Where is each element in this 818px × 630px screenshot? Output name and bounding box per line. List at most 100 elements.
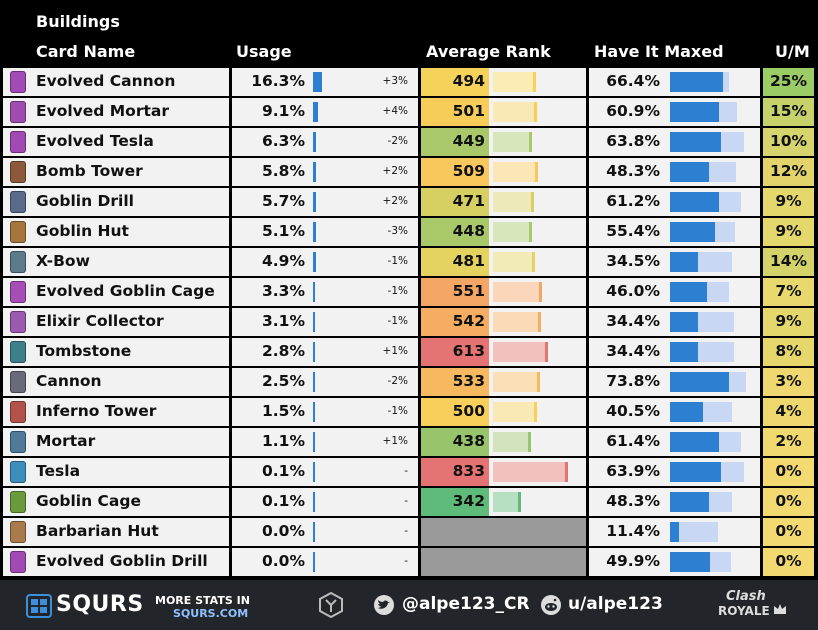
usage-delta: - — [404, 465, 408, 477]
table-row[interactable]: Goblin Hut 5.1% -3% 448 55.4% 9% — [0, 217, 818, 247]
usage-value: 5.7% — [262, 192, 305, 210]
rank-value: 481 — [452, 252, 485, 270]
table-row[interactable]: Bomb Tower 5.8% +2% 509 48.3% 12% — [0, 157, 818, 187]
header-usage[interactable]: Usage — [236, 42, 292, 61]
card-name-cell[interactable]: Evolved Goblin Drill — [3, 548, 229, 576]
table-row[interactable]: Evolved Mortar 9.1% +4% 501 60.9% 15% — [0, 97, 818, 127]
usage-value: 6.3% — [262, 132, 305, 150]
rank-bar-cap — [533, 102, 537, 122]
usage-delta: +3% — [382, 75, 408, 87]
table-row[interactable]: Inferno Tower 1.5% -1% 500 40.5% 4% — [0, 397, 818, 427]
card-name-cell[interactable]: Inferno Tower — [3, 398, 229, 426]
header-card-name[interactable]: Card Name — [36, 42, 136, 61]
maxed-bar — [670, 372, 730, 392]
usage-delta: -2% — [387, 135, 408, 147]
table-row[interactable]: Barbarian Hut 0.0% - 11.4% 0% — [0, 517, 818, 547]
usage-delta: -1% — [387, 315, 408, 327]
card-icon — [10, 311, 26, 333]
usage-delta: - — [404, 555, 408, 567]
um-cell: 9% — [763, 308, 814, 336]
table-row[interactable]: Evolved Goblin Drill 0.0% - 49.9% 0% — [0, 547, 818, 577]
table-row[interactable]: Tombstone 2.8% +1% 613 34.4% 8% — [0, 337, 818, 367]
squrs-logo-icon — [26, 594, 52, 618]
um-cell: 9% — [763, 188, 814, 216]
table-row[interactable]: Cannon 2.5% -2% 533 73.8% 3% — [0, 367, 818, 397]
card-name: Goblin Hut — [36, 222, 129, 240]
table-row[interactable]: Tesla 0.1% - 833 63.9% 0% — [0, 457, 818, 487]
maxed-value: 66.4% — [606, 72, 660, 90]
card-name-cell[interactable]: Evolved Tesla — [3, 128, 229, 156]
card-name-cell[interactable]: Evolved Mortar — [3, 98, 229, 126]
maxed-bar — [670, 132, 722, 152]
table-row[interactable]: Evolved Tesla 6.3% -2% 449 63.8% 10% — [0, 127, 818, 157]
maxed-cell: 46.0% — [589, 278, 760, 306]
usage-cell: 1.5% -1% — [232, 398, 418, 426]
table-row[interactable]: Goblin Drill 5.7% +2% 471 61.2% 9% — [0, 187, 818, 217]
table-row[interactable]: X-Bow 4.9% -1% 481 34.5% 14% — [0, 247, 818, 277]
card-name-cell[interactable]: Goblin Drill — [3, 188, 229, 216]
card-name-cell[interactable]: Elixir Collector — [3, 308, 229, 336]
maxed-value: 73.8% — [606, 372, 660, 390]
table-row[interactable]: Evolved Cannon 16.3% +3% 494 66.4% 25% — [0, 67, 818, 97]
rank-value: 833 — [452, 462, 485, 480]
usage-cell: 5.8% +2% — [232, 158, 418, 186]
card-name-cell[interactable]: X-Bow — [3, 248, 229, 276]
usage-cell: 0.1% - — [232, 458, 418, 486]
card-name: Evolved Mortar — [36, 102, 169, 120]
maxed-bar — [670, 102, 719, 122]
table-row[interactable]: Evolved Goblin Cage 3.3% -1% 551 46.0% 7% — [0, 277, 818, 307]
header-have-it-maxed[interactable]: Have It Maxed — [594, 42, 724, 61]
usage-value: 5.8% — [262, 162, 305, 180]
um-value: 0% — [775, 552, 802, 570]
maxed-cell: 48.3% — [589, 488, 760, 516]
twitter-handle[interactable]: @alpe123_CR — [402, 594, 530, 614]
um-value: 0% — [775, 492, 802, 510]
card-name-cell[interactable]: Goblin Cage — [3, 488, 229, 516]
maxed-cell: 66.4% — [589, 68, 760, 96]
um-cell: 4% — [763, 398, 814, 426]
card-name-cell[interactable]: Barbarian Hut — [3, 518, 229, 546]
rank-bar-cap — [533, 72, 537, 92]
rank-bar-cap — [534, 162, 538, 182]
card-name: Tesla — [36, 462, 81, 480]
card-name-cell[interactable]: Goblin Hut — [3, 218, 229, 246]
card-name-cell[interactable]: Mortar — [3, 428, 229, 456]
rank-value: 471 — [452, 192, 485, 210]
card-name-cell[interactable]: Cannon — [3, 368, 229, 396]
usage-bar — [313, 492, 315, 512]
maxed-bar — [670, 462, 722, 482]
table-row[interactable]: Elixir Collector 3.1% -1% 542 34.4% 9% — [0, 307, 818, 337]
rank-cell: 494 — [421, 68, 586, 96]
usage-bar — [313, 282, 315, 302]
usage-bar — [313, 162, 317, 182]
um-cell: 14% — [763, 248, 814, 276]
rank-cell: 542 — [421, 308, 586, 336]
um-value: 14% — [769, 252, 808, 270]
more-stats-link[interactable]: SQURS.COM — [173, 607, 249, 620]
table-row[interactable]: Goblin Cage 0.1% - 342 48.3% 0% — [0, 487, 818, 517]
card-icon — [10, 521, 26, 543]
header-um[interactable]: U/M — [775, 42, 810, 61]
maxed-bar — [670, 72, 724, 92]
rank-highlight — [421, 158, 489, 186]
rank-bar — [493, 192, 534, 212]
card-name-cell[interactable]: Evolved Cannon — [3, 68, 229, 96]
card-name-cell[interactable]: Evolved Goblin Cage — [3, 278, 229, 306]
maxed-cell: 40.5% — [589, 398, 760, 426]
rank-bar — [493, 222, 532, 242]
header-average-rank[interactable]: Average Rank — [426, 42, 551, 61]
rank-value: 501 — [452, 102, 485, 120]
um-cell: 9% — [763, 218, 814, 246]
maxed-value: 60.9% — [606, 102, 660, 120]
clash-royale-logo: Clash ROYALE — [718, 589, 790, 623]
card-name-cell[interactable]: Bomb Tower — [3, 158, 229, 186]
reddit-handle[interactable]: u/alpe123 — [568, 594, 663, 614]
card-name-cell[interactable]: Tesla — [3, 458, 229, 486]
maxed-bar — [670, 522, 680, 542]
table-row[interactable]: Mortar 1.1% +1% 438 61.4% 2% — [0, 427, 818, 457]
rank-cell: 500 — [421, 398, 586, 426]
card-name-cell[interactable]: Tombstone — [3, 338, 229, 366]
um-cell: 0% — [763, 458, 814, 486]
rank-bar — [493, 372, 541, 392]
maxed-bar — [670, 192, 720, 212]
